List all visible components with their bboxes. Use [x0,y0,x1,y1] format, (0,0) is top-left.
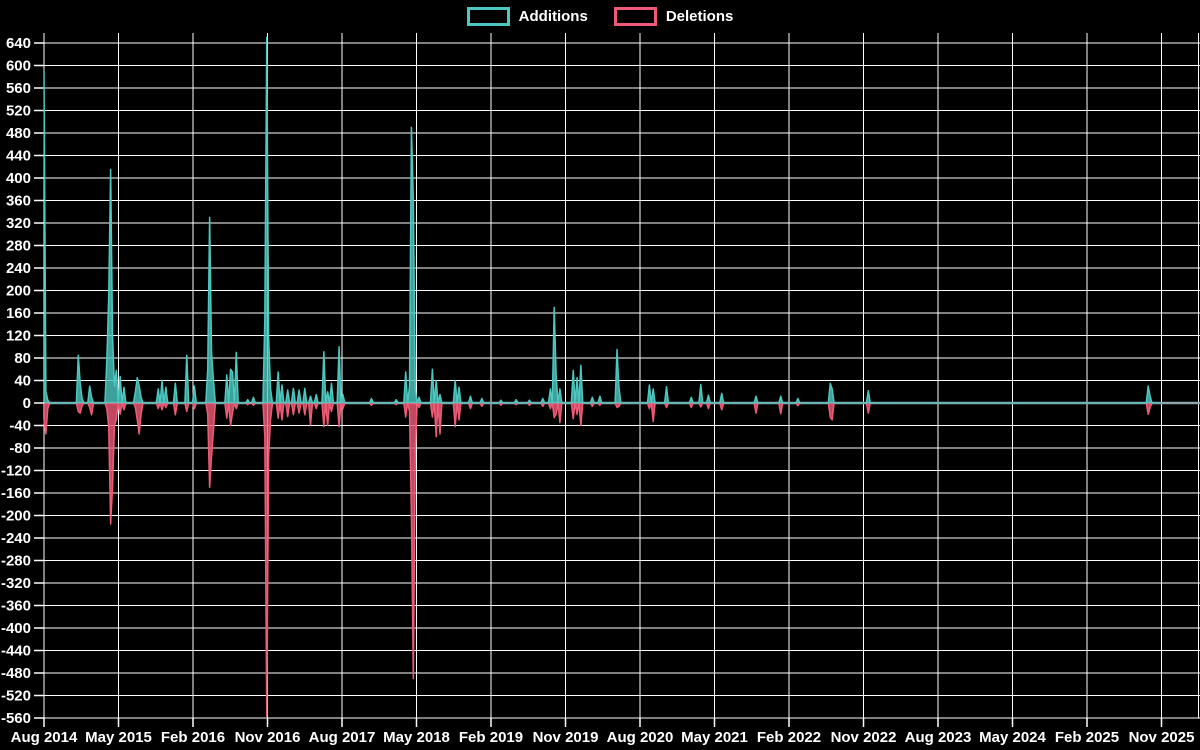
svg-text:Nov 2019: Nov 2019 [533,729,599,746]
svg-text:40: 40 [14,373,31,390]
svg-text:-400: -400 [1,620,31,637]
svg-text:-240: -240 [1,530,31,547]
svg-text:-280: -280 [1,553,31,570]
svg-text:-120: -120 [1,463,31,480]
svg-text:80: 80 [14,350,31,367]
svg-text:-160: -160 [1,485,31,502]
svg-text:600: 600 [6,58,31,75]
svg-text:520: 520 [6,103,31,120]
svg-text:-40: -40 [9,418,31,435]
legend-item-additions[interactable]: Additions [466,7,588,26]
svg-text:Feb 2016: Feb 2016 [161,729,225,746]
svg-text:160: 160 [6,305,31,322]
chart-legend: Additions Deletions [0,7,1200,26]
legend-label-additions: Additions [518,8,588,25]
svg-text:400: 400 [6,170,31,187]
svg-text:May 2024: May 2024 [979,729,1046,746]
svg-text:Aug 2014: Aug 2014 [11,729,78,746]
svg-text:240: 240 [6,260,31,277]
svg-text:480: 480 [6,125,31,142]
legend-item-deletions[interactable]: Deletions [613,7,734,26]
svg-text:120: 120 [6,328,31,345]
svg-text:Nov 2016: Nov 2016 [235,729,301,746]
svg-text:-200: -200 [1,508,31,525]
svg-text:200: 200 [6,283,31,300]
svg-text:Aug 2020: Aug 2020 [607,729,674,746]
svg-text:Feb 2019: Feb 2019 [459,729,523,746]
legend-label-deletions: Deletions [665,8,734,25]
svg-text:-560: -560 [1,710,31,727]
svg-text:May 2018: May 2018 [383,729,450,746]
svg-text:May 2021: May 2021 [681,729,748,746]
svg-text:-80: -80 [9,440,31,457]
deletions-swatch-icon [613,7,657,26]
svg-text:0: 0 [23,395,31,412]
svg-text:May 2015: May 2015 [85,729,152,746]
svg-text:320: 320 [6,215,31,232]
svg-text:Nov 2022: Nov 2022 [831,729,897,746]
svg-text:-440: -440 [1,643,31,660]
svg-text:-360: -360 [1,598,31,615]
svg-text:Aug 2023: Aug 2023 [905,729,972,746]
svg-text:Feb 2025: Feb 2025 [1055,729,1119,746]
svg-text:Aug 2017: Aug 2017 [309,729,376,746]
svg-text:Nov 2025: Nov 2025 [1129,729,1195,746]
svg-text:-320: -320 [1,575,31,592]
additions-swatch-icon [466,7,510,26]
svg-text:360: 360 [6,193,31,210]
svg-text:440: 440 [6,148,31,165]
svg-text:560: 560 [6,80,31,97]
svg-text:-480: -480 [1,665,31,682]
svg-text:280: 280 [6,238,31,255]
svg-text:Feb 2022: Feb 2022 [757,729,821,746]
svg-text:-520: -520 [1,688,31,705]
svg-text:640: 640 [6,35,31,52]
